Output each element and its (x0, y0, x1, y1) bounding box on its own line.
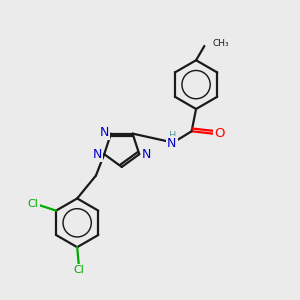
Text: N: N (100, 126, 109, 139)
Text: Cl: Cl (28, 199, 39, 209)
Text: N: N (142, 148, 151, 161)
Text: O: O (214, 127, 225, 140)
Text: N: N (167, 137, 176, 150)
Text: Cl: Cl (73, 265, 84, 275)
Text: N: N (92, 148, 102, 161)
Text: CH₃: CH₃ (213, 38, 229, 47)
Text: H: H (169, 131, 177, 141)
